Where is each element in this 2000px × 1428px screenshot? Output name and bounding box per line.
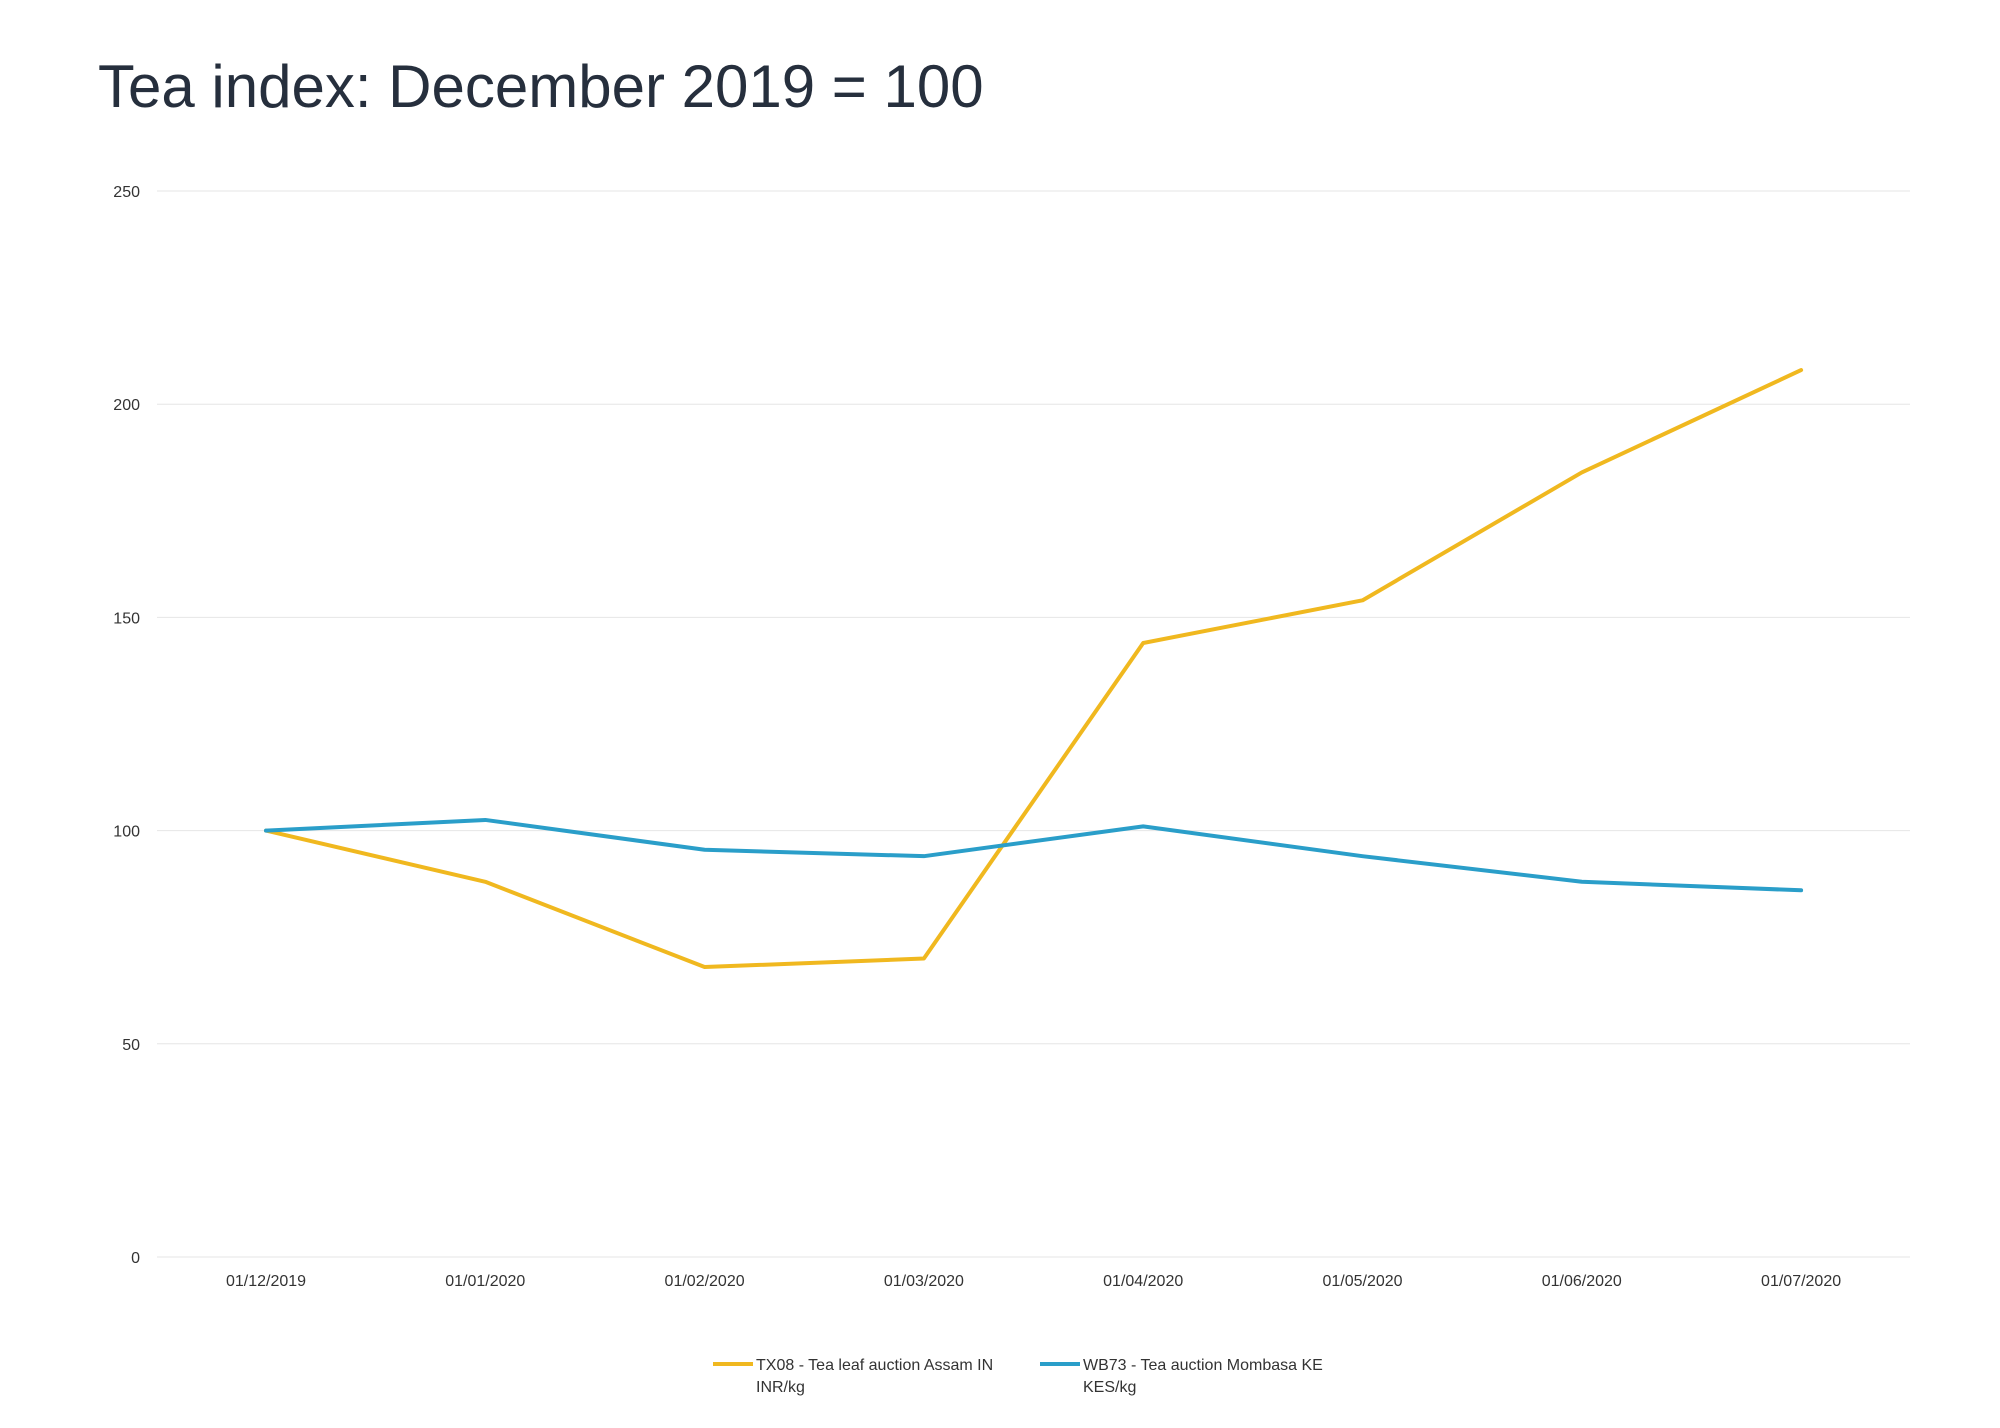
y-tick-label: 250 (113, 184, 140, 201)
x-axis-ticks: 01/12/2019 01/01/2020 01/02/2020 01/03/2020… (226, 1273, 1841, 1290)
legend-label: WB73 - Tea auction Mombasa KE (1083, 1357, 1323, 1374)
x-tick-label: 01/05/2020 (1322, 1273, 1402, 1290)
series-line-2 (264, 817, 1804, 893)
series-lines (264, 368, 1804, 970)
y-tick-label: 100 (113, 824, 140, 841)
series-line-1 (264, 368, 1804, 970)
legend-label: KES/kg (1083, 1379, 1136, 1396)
chart-title: Tea index: December 2019 = 100 (98, 53, 984, 120)
x-tick-label: 01/01/2020 (445, 1273, 525, 1290)
x-tick-label: 01/03/2020 (884, 1273, 964, 1290)
legend-item-1: TX08 - Tea leaf auction Assam IN INR/kg (713, 1357, 993, 1396)
y-tick-label: 50 (122, 1037, 140, 1054)
x-tick-label: 01/07/2020 (1761, 1273, 1841, 1290)
legend-label: INR/kg (756, 1379, 805, 1396)
y-axis-ticks: 0 50 100 150 200 250 (113, 184, 140, 1267)
x-tick-label: 01/06/2020 (1542, 1273, 1622, 1290)
legend: TX08 - Tea leaf auction Assam IN INR/kg WB… (713, 1357, 1323, 1396)
y-tick-label: 0 (131, 1250, 140, 1267)
y-tick-label: 200 (113, 397, 140, 414)
y-tick-label: 150 (113, 610, 140, 627)
x-tick-label: 01/12/2019 (226, 1273, 306, 1290)
grid-lines (157, 190, 1910, 1258)
x-tick-label: 01/04/2020 (1103, 1273, 1183, 1290)
legend-label: TX08 - Tea leaf auction Assam IN (756, 1357, 993, 1374)
x-tick-label: 01/02/2020 (665, 1273, 745, 1290)
legend-item-2: WB73 - Tea auction Mombasa KE KES/kg (1040, 1357, 1323, 1396)
